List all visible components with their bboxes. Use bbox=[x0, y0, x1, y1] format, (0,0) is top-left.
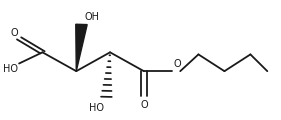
Polygon shape bbox=[76, 24, 87, 71]
Text: OH: OH bbox=[84, 12, 99, 22]
Text: HO: HO bbox=[89, 103, 104, 113]
Text: O: O bbox=[174, 59, 181, 69]
Text: HO: HO bbox=[3, 64, 18, 74]
Text: O: O bbox=[140, 100, 148, 110]
Text: O: O bbox=[10, 28, 18, 38]
